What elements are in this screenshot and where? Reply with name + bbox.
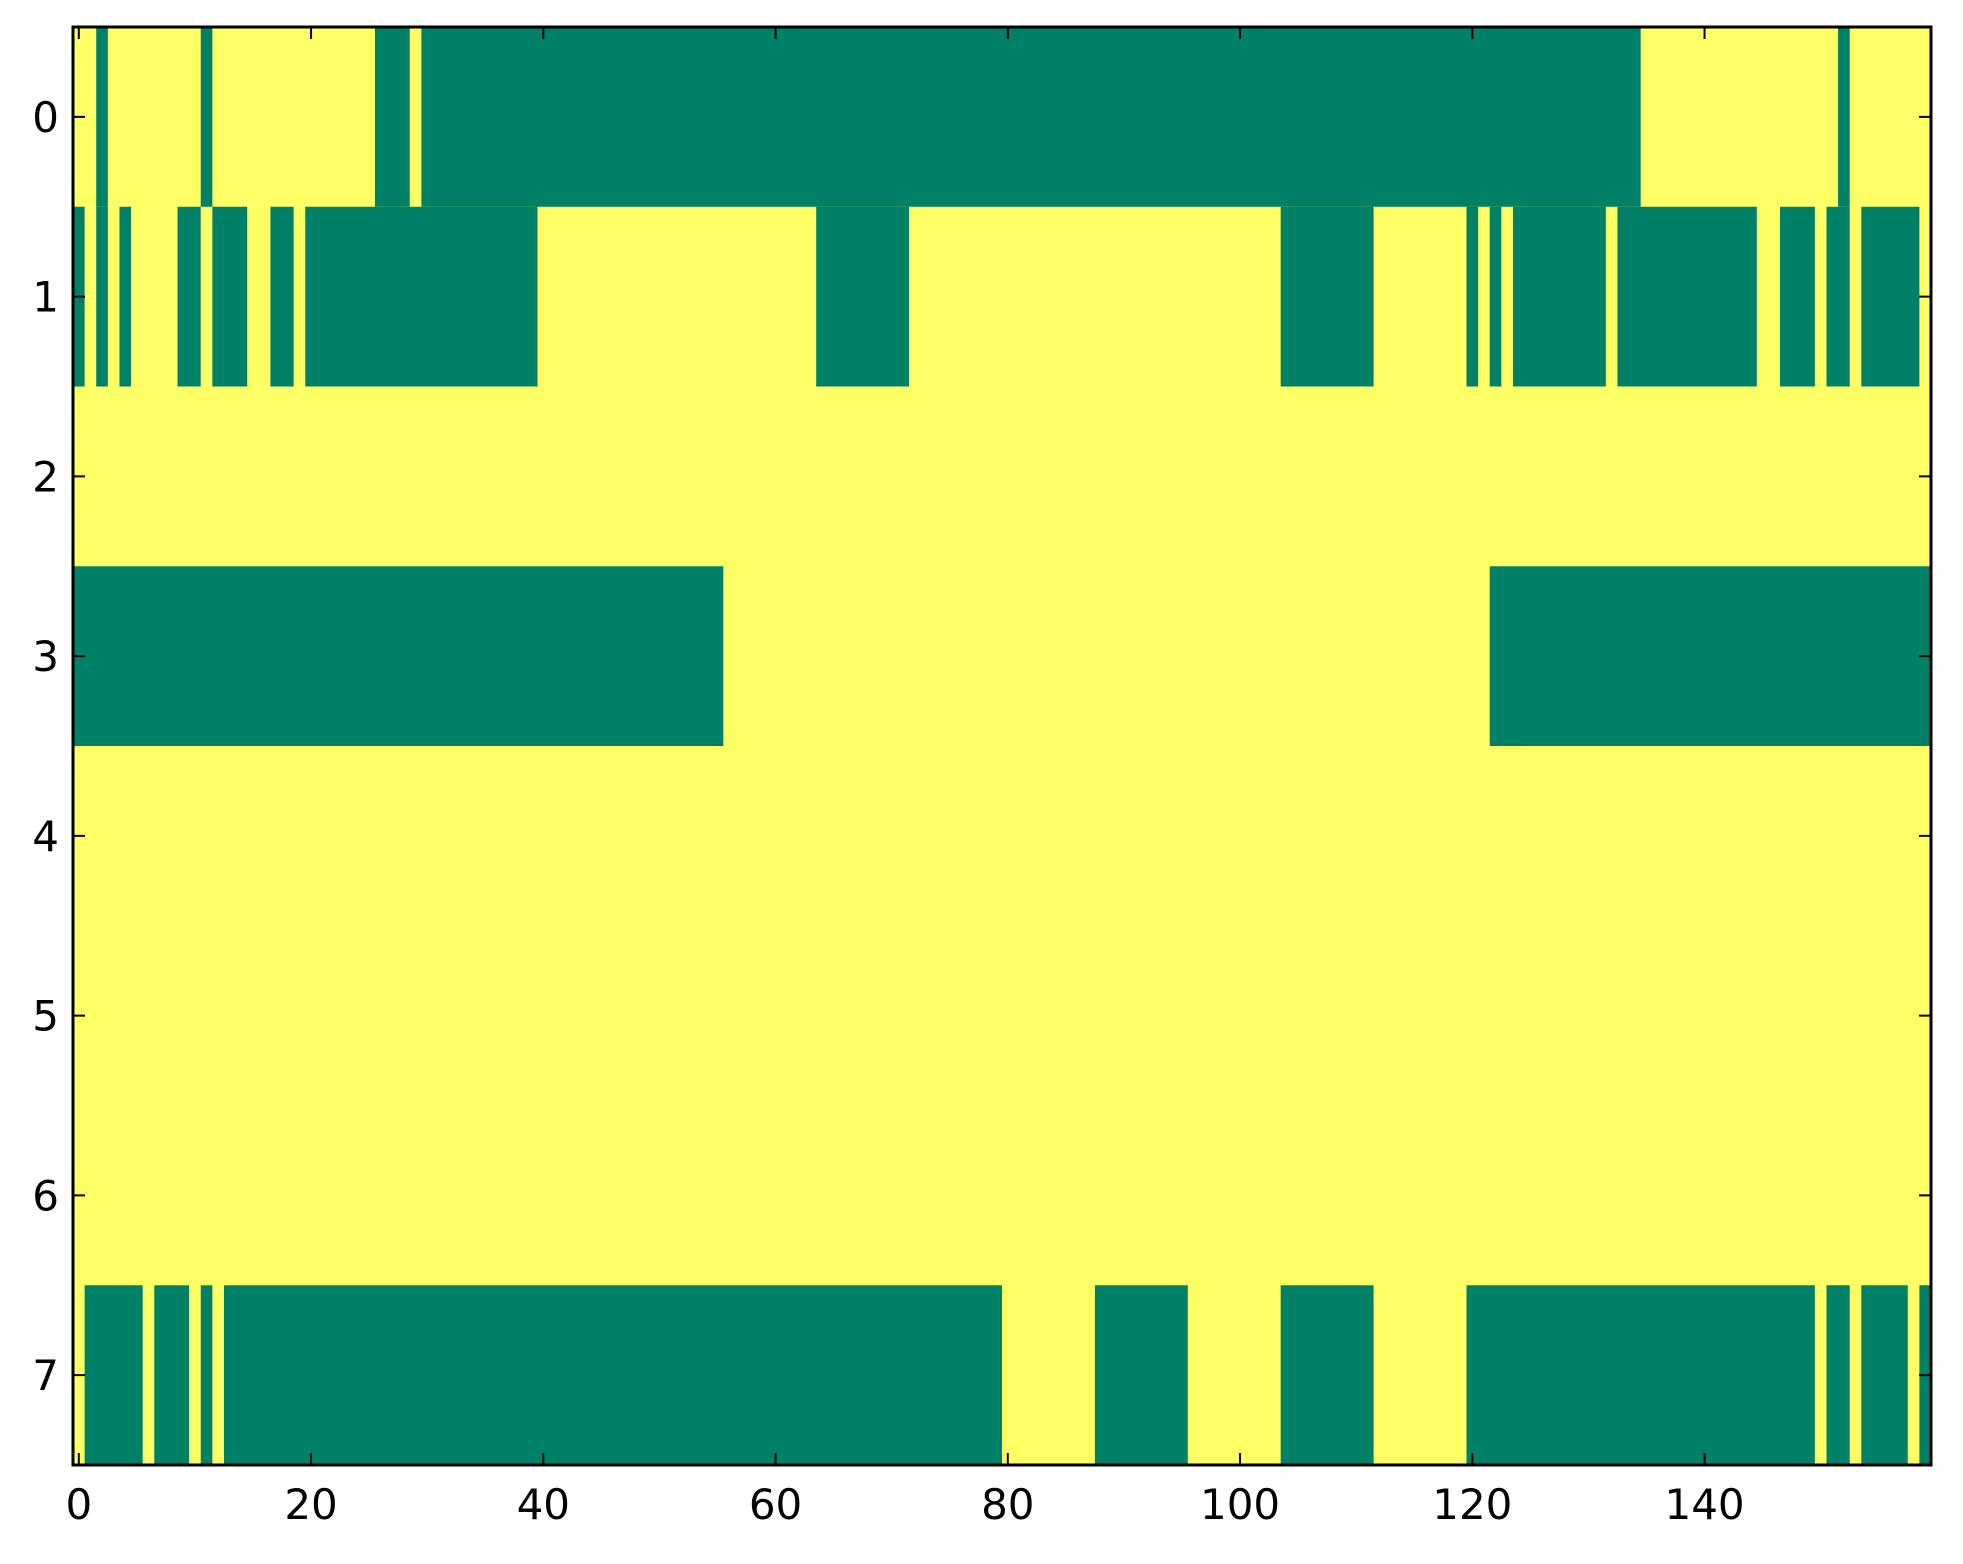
- x-tick-label: 40: [517, 1480, 570, 1529]
- heatmap-cell-run: [305, 206, 538, 387]
- y-tick-label: 7: [32, 1351, 59, 1400]
- heatmap-cell-run: [119, 206, 132, 387]
- heatmap-cell-run: [223, 1285, 1002, 1465]
- heatmap-cell-run: [1280, 1285, 1374, 1465]
- heatmap-cell-run: [212, 206, 248, 387]
- heatmap-cell-run: [270, 206, 294, 387]
- y-tick-label: 2: [32, 452, 59, 501]
- plot-area: [73, 27, 1931, 1465]
- heatmap-cell-run: [1861, 206, 1920, 387]
- x-tick-label: 80: [981, 1480, 1034, 1529]
- heatmap-cell-run: [816, 206, 910, 387]
- heatmap-cell-run: [421, 27, 1641, 207]
- heatmap-cell-run: [1512, 206, 1606, 387]
- heatmap-cell-run: [1617, 206, 1757, 387]
- heatmap-cell-run: [96, 206, 108, 387]
- heatmap-cell-run: [84, 1285, 143, 1465]
- heatmap-cell-run: [1826, 1285, 1850, 1465]
- plot-frame: [71, 25, 1933, 1467]
- x-tick-labels: 0 20 40 60 80 100 120 140: [65, 1480, 1744, 1529]
- heatmap-cell-run: [73, 566, 724, 746]
- x-tick-label: 60: [749, 1480, 802, 1529]
- heatmap-cell-run: [1466, 206, 1479, 387]
- heatmap-cell-run: [1861, 1285, 1908, 1465]
- x-tick-label: 140: [1664, 1480, 1744, 1529]
- heatmap-cell-run: [154, 1285, 190, 1465]
- y-tick-label: 4: [32, 812, 59, 861]
- heatmap-cell-run: [1826, 206, 1850, 387]
- y-tick-label: 1: [32, 273, 59, 322]
- x-tick-label: 100: [1200, 1480, 1280, 1529]
- heatmap-cell-run: [96, 27, 108, 207]
- axis-ticks: [73, 27, 1931, 1465]
- y-tick-label: 5: [32, 992, 59, 1041]
- heatmap-cell-run: [1489, 566, 1931, 746]
- heatmap-cell-run: [1838, 27, 1850, 207]
- heatmap-cell-run: [1780, 206, 1815, 387]
- y-tick-label: 6: [32, 1171, 59, 1220]
- heatmap-cell-run: [200, 1285, 213, 1465]
- y-tick-label: 3: [32, 632, 59, 681]
- y-tick-label: 0: [32, 93, 59, 142]
- y-tick-labels: 0 1 2 3 4 5 6 7: [32, 93, 59, 1400]
- x-tick-label: 0: [65, 1480, 92, 1529]
- heatmap-cell-run: [374, 27, 410, 207]
- x-tick-label: 120: [1432, 1480, 1512, 1529]
- heatmap-cell-run: [1466, 1285, 1815, 1465]
- heatmap-cell-run: [1280, 206, 1374, 387]
- heatmap-cell-run: [1094, 1285, 1188, 1465]
- x-tick-label: 20: [284, 1480, 337, 1529]
- heatmap-cell-run: [1489, 206, 1502, 387]
- heatmap-cell-run: [177, 206, 201, 387]
- heatmap-cell-run: [200, 27, 213, 207]
